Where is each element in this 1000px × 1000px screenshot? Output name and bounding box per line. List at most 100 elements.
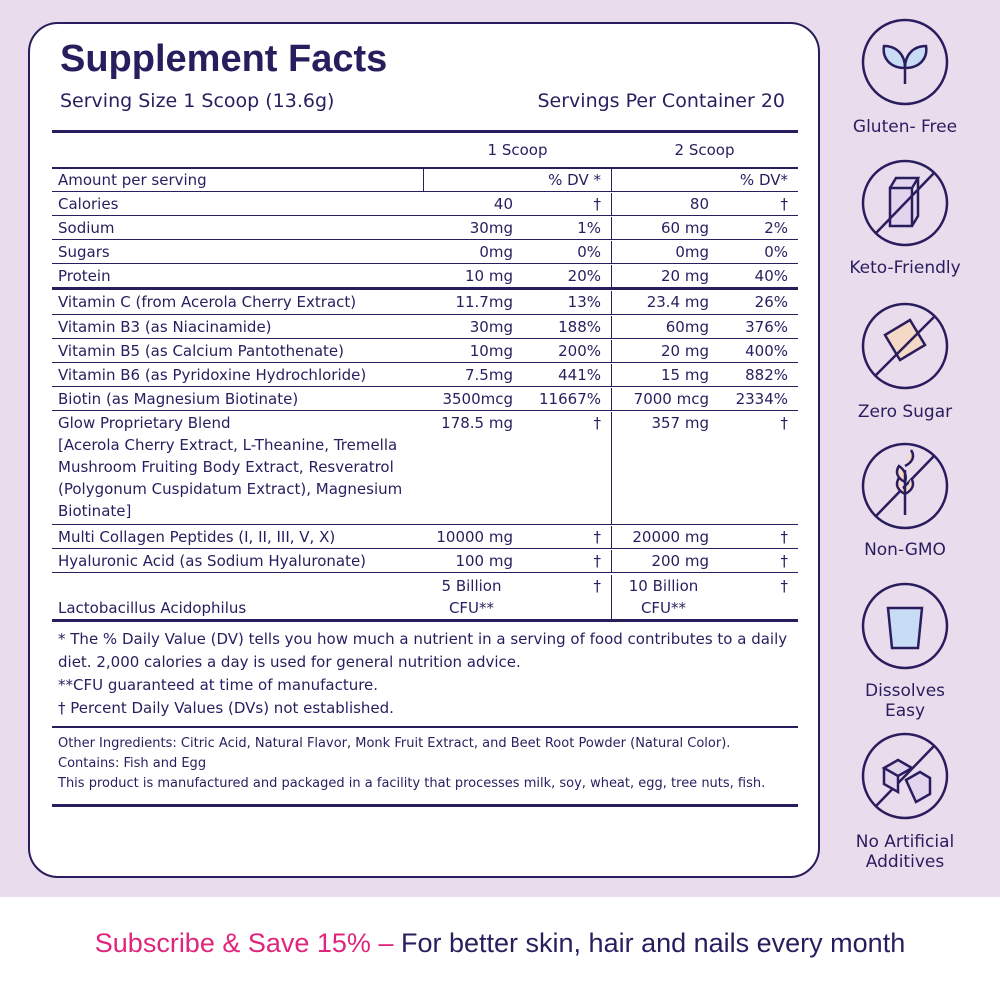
spacer: [611, 169, 715, 191]
amount-2: 10 Billion CFU**: [611, 575, 715, 619]
footnote: * The % Daily Value (DV) tells you how m…: [58, 630, 788, 671]
dv-2: †: [780, 414, 789, 432]
promo-text: For better skin, hair and nails every mo…: [400, 928, 906, 958]
dv-2: 400%: [745, 342, 788, 360]
dv-1: †: [593, 577, 602, 595]
nutrient-name: Vitamin B6 (as Pyridoxine Hydrochloride): [52, 364, 424, 386]
name: Vitamin B5 (as Calcium Pantothenate): [58, 342, 344, 360]
promo-highlight: Subscribe & Save 15% –: [94, 928, 394, 958]
dv-2: 0%: [764, 243, 788, 261]
amount-2: 20 mg: [611, 265, 715, 287]
facts-card: [28, 22, 820, 878]
name: Biotin (as Magnesium Biotinate): [58, 390, 299, 408]
nutrient-name: Sugars: [52, 241, 424, 263]
amount-2: 60 mg: [611, 217, 715, 239]
badge-icons: [861, 18, 949, 820]
name: Multi Collagen Peptides (I, II, III, V, …: [58, 528, 336, 546]
nutrient-row: Vitamin B3 (as Niacinamide) 30mg 188% 60mg 3…: [52, 315, 798, 339]
name: Vitamin B3 (as Niacinamide): [58, 318, 272, 336]
other-info: Other Ingredients: Citric Acid, Natural …: [52, 728, 798, 807]
column-header: 2 Scoop: [674, 141, 735, 159]
amount-1: 11.7mg: [455, 293, 513, 311]
nutrient-name: Vitamin B3 (as Niacinamide): [52, 316, 424, 338]
amount-1: 3500mcg: [442, 390, 513, 408]
dv-2: 26%: [754, 293, 788, 311]
nutrient-row: Sodium 30mg 1% 60 mg 2%: [52, 216, 798, 240]
header-row: 1 Scoop 2 Scoop: [52, 133, 798, 169]
badge-label: Dissolves Easy: [864, 681, 946, 721]
nutrient-row: Sugars 0mg 0% 0mg 0%: [52, 240, 798, 264]
amount-1: 7.5mg: [465, 366, 513, 384]
name: Lactobacillus Acidophilus: [58, 599, 247, 617]
servings-per-container: Servings Per Container 20: [537, 90, 785, 112]
amount-2: 15 mg: [611, 364, 715, 386]
promo-banner: Subscribe & Save 15% – For better skin, …: [0, 928, 1000, 959]
dv-1: 441%: [558, 366, 601, 384]
nutrient-row: Calories 40 † 80 †: [52, 192, 798, 216]
facts-table: 1 Scoop 2 Scoop Amount per serving % DV * % …: [52, 130, 798, 807]
amount-1: 100 mg: [455, 552, 513, 570]
dv-1: 11667%: [539, 390, 601, 408]
amount-1: 178.5 mg: [441, 414, 513, 432]
dv-1: 0%: [577, 243, 601, 261]
name: Hyaluronic Acid (as Sodium Hyaluronate): [58, 552, 367, 570]
nutrient-name: Vitamin B5 (as Calcium Pantothenate): [52, 340, 424, 362]
dv-1: 13%: [567, 293, 601, 311]
dv-2: 376%: [745, 318, 788, 336]
amount-2: 23.4 mg: [611, 291, 715, 314]
dv-2: †: [780, 552, 789, 570]
name: Calories: [58, 195, 119, 213]
name: Glow Proprietary Blend: [58, 414, 231, 432]
name: Vitamin C (from Acerola Cherry Extract): [58, 293, 357, 311]
nutrient-row: Vitamin B5 (as Calcium Pantothenate) 10mg…: [52, 339, 798, 363]
other-line: This product is manufactured and package…: [58, 776, 766, 791]
badge-label: Non-GMO: [864, 540, 946, 560]
dv-1: 20%: [567, 267, 601, 285]
nutrient-row: Glow Proprietary Blend [Acerola Cherry Ex…: [52, 411, 798, 525]
dv-2: 2334%: [735, 390, 788, 408]
serving-size: Serving Size 1 Scoop (13.6g): [60, 90, 335, 112]
dv-1: †: [593, 414, 602, 432]
amount-1: 30mg: [469, 219, 513, 237]
footnotes: * The % Daily Value (DV) tells you how m…: [52, 622, 798, 728]
nutrient-row: Vitamin C (from Acerola Cherry Extract) 1…: [52, 290, 798, 315]
dv-1: †: [593, 195, 602, 213]
dv-label: % DV*: [739, 171, 788, 189]
amount-2: 80: [611, 193, 715, 215]
amount-1: 10 mg: [465, 267, 513, 285]
title: Supplement Facts: [60, 38, 388, 80]
footnote: **CFU guaranteed at time of manufacture.: [58, 676, 379, 694]
amount-2: 20000 mg: [611, 526, 715, 548]
badge-label: Gluten- Free: [852, 117, 958, 137]
nutrient-name: Hyaluronic Acid (as Sodium Hyaluronate): [52, 550, 424, 572]
dv-1: 188%: [558, 318, 601, 336]
amount-2: 20 mg: [611, 340, 715, 362]
badge-label: Keto-Friendly: [849, 258, 961, 278]
amount-2: 0mg: [611, 241, 715, 263]
name: Vitamin B6 (as Pyridoxine Hydrochloride): [58, 366, 367, 384]
spacer: 1 Scoop: [487, 141, 548, 159]
amount-1: 5 Billion CFU**: [441, 577, 502, 617]
nutrient-name: Sodium: [52, 217, 424, 239]
dv-2: †: [780, 528, 789, 546]
dv-1: 200%: [558, 342, 601, 360]
nutrient-name: Lactobacillus Acidophilus: [52, 597, 424, 619]
other-line: Other Ingredients: Citric Acid, Natural …: [58, 736, 731, 751]
nutrient-name: Calories: [52, 193, 424, 215]
nutrient-name: Biotin (as Magnesium Biotinate): [52, 388, 424, 410]
amount-2: 60mg: [611, 316, 715, 338]
badge-label: No Artificial Additives: [855, 832, 955, 872]
amount-1: 0mg: [479, 243, 513, 261]
amount-2: 357 mg: [611, 412, 715, 524]
dv-2: †: [780, 577, 789, 595]
dv-1: †: [593, 552, 602, 570]
dv-2: †: [780, 195, 789, 213]
amount-1: 40: [493, 195, 513, 213]
detail: [Acerola Cherry Extract, L-Theanine, Tre…: [58, 436, 403, 520]
amount-2: 200 mg: [611, 550, 715, 572]
name: Sodium: [58, 219, 115, 237]
amount-1: 10000 mg: [436, 528, 513, 546]
nutrient-name: Multi Collagen Peptides (I, II, III, V, …: [52, 526, 424, 548]
dv-2: 40%: [754, 267, 788, 285]
